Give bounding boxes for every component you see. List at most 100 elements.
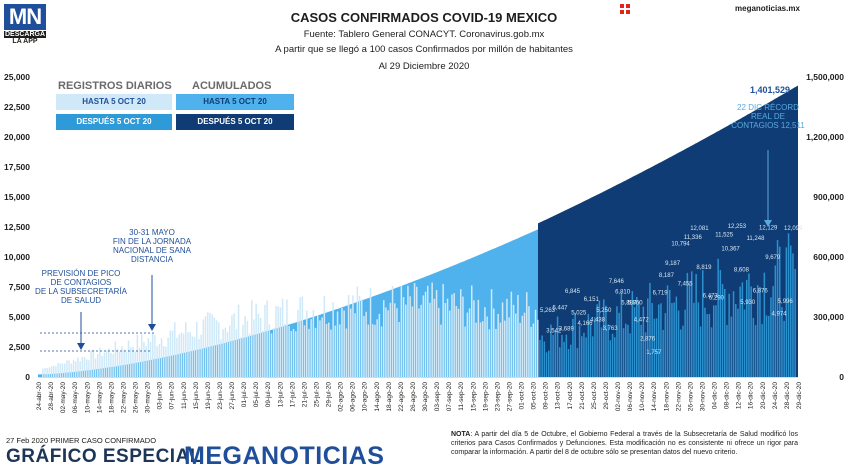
daily-bar (578, 325, 581, 377)
daily-bar (123, 349, 125, 377)
daily-bar (79, 361, 81, 377)
annotation-record-line: 22 DIC RÉCORD (737, 103, 799, 112)
daily-bar (732, 291, 735, 377)
annotation-end-distancing-line: NACIONAL DE SANA (113, 246, 192, 255)
annotation-record-line: CONTAGIOS 12,511 (731, 121, 805, 130)
daily-bar (391, 285, 394, 377)
x-tick-label: 11-jun-20 (181, 382, 188, 409)
daily-bar (532, 323, 535, 377)
daily-bar (240, 337, 242, 377)
x-tick-label: 24-dic-20 (772, 382, 779, 409)
daily-bar (196, 321, 198, 377)
daily-bar (763, 272, 766, 377)
chart-date: Al 29 Diciembre 2020 (378, 61, 470, 72)
x-tick-label: 13-jul-20 (277, 382, 284, 408)
daily-bar (653, 318, 656, 377)
daily-bar (328, 322, 330, 377)
right-tick-label: 900,000 (813, 192, 844, 202)
x-tick-label: 26-may-20 (133, 382, 140, 413)
daily-bar (202, 319, 205, 377)
x-tick-label: 03-jun-20 (157, 382, 164, 410)
daily-bar (512, 304, 515, 377)
daily-bar (222, 329, 224, 377)
methodology-note: NOTA: A partir del día 5 de Octubre, el … (451, 430, 798, 457)
daily-bar (671, 303, 673, 377)
daily-bar (515, 313, 517, 377)
daily-bar (341, 307, 343, 377)
daily-bar (673, 302, 675, 377)
daily-bar (334, 325, 337, 377)
daily-bar (499, 322, 502, 377)
daily-value-label: 4,438 (590, 318, 606, 324)
x-tick-label: 28-dic-20 (784, 382, 791, 409)
chart-source: Fuente: Tablero General CONACYT. Coronav… (303, 29, 545, 40)
daily-bar (356, 286, 359, 377)
x-tick-label: 04-dic-20 (712, 382, 719, 409)
right-tick-label: 0 (839, 372, 844, 382)
daily-bar (759, 287, 761, 377)
daily-bar (284, 323, 286, 377)
daily-value-label: 6,473 (703, 293, 719, 299)
annotation-peak-forecast-line: PREVISIÓN DE PICO (42, 269, 121, 278)
x-tick-label: 14-may-20 (96, 382, 103, 413)
x-tick-label: 05-oct-20 (531, 382, 538, 410)
daily-bar (319, 320, 321, 377)
daily-bar (594, 317, 596, 377)
daily-bar (570, 344, 572, 377)
daily-bar (495, 329, 497, 377)
daily-bar (242, 324, 244, 377)
daily-value-label: 12,253 (728, 224, 747, 230)
daily-bar (317, 315, 319, 377)
daily-bar (429, 302, 431, 377)
x-tick-label: 16-dic-20 (748, 382, 755, 409)
daily-bar (486, 316, 488, 377)
daily-bar (257, 313, 260, 377)
x-tick-label: 22-may-20 (120, 382, 127, 413)
daily-bar (420, 304, 422, 377)
app-logo[interactable]: MN DESCARGA LA APP (4, 4, 46, 45)
daily-bar (471, 285, 473, 377)
daily-bar (211, 314, 213, 377)
daily-bar (622, 328, 625, 377)
chart-criterion: A partir que se llegó a 100 casos Confir… (275, 44, 573, 55)
daily-bar (642, 306, 645, 377)
daily-bar (686, 272, 689, 377)
share-grid-icon[interactable] (620, 4, 630, 14)
daily-value-label: 10,794 (671, 242, 690, 248)
daily-bar (787, 233, 790, 377)
daily-value-label: 4,974 (772, 311, 788, 317)
daily-bar (182, 333, 185, 377)
daily-bar (314, 327, 317, 377)
left-tick-label: 5,000 (9, 312, 31, 322)
daily-bar (297, 309, 299, 377)
daily-bar (387, 310, 389, 377)
brand-wordmark: MEGANOTICIAS (184, 442, 385, 470)
daily-bar (154, 335, 156, 377)
daily-bar (343, 310, 345, 377)
daily-bar (48, 367, 51, 377)
daily-bar (325, 324, 328, 377)
cumulative-area-before (38, 229, 538, 377)
legend-daily-after: DESPUÉS 5 OCT 20 (56, 114, 172, 130)
daily-bar (75, 361, 77, 377)
special-graphic-label: GRÁFICO ESPECIAL (6, 446, 202, 467)
daily-value-label: 5,887 (621, 300, 637, 306)
daily-value-label: 12,129 (759, 226, 778, 232)
daily-value-label: 5,996 (778, 299, 794, 305)
x-tick-label: 15-sep-20 (470, 382, 477, 412)
daily-bar (715, 305, 717, 377)
daily-bar (42, 368, 44, 377)
daily-bar (713, 305, 715, 377)
site-url[interactable]: meganoticias.mx (735, 4, 800, 13)
daily-bar (675, 296, 678, 377)
daily-bar (224, 327, 227, 377)
x-tick-label: 19-sep-20 (482, 382, 489, 412)
daily-bar (574, 312, 576, 377)
annotation-end-distancing-line: FIN DE LA JORNADA (113, 237, 192, 246)
daily-bar (449, 310, 451, 377)
daily-bar (158, 343, 161, 377)
left-tick-label: 17,500 (4, 162, 30, 172)
daily-bar (207, 312, 209, 377)
daily-bar (336, 311, 339, 377)
daily-value-label: 3,542 (546, 329, 562, 335)
